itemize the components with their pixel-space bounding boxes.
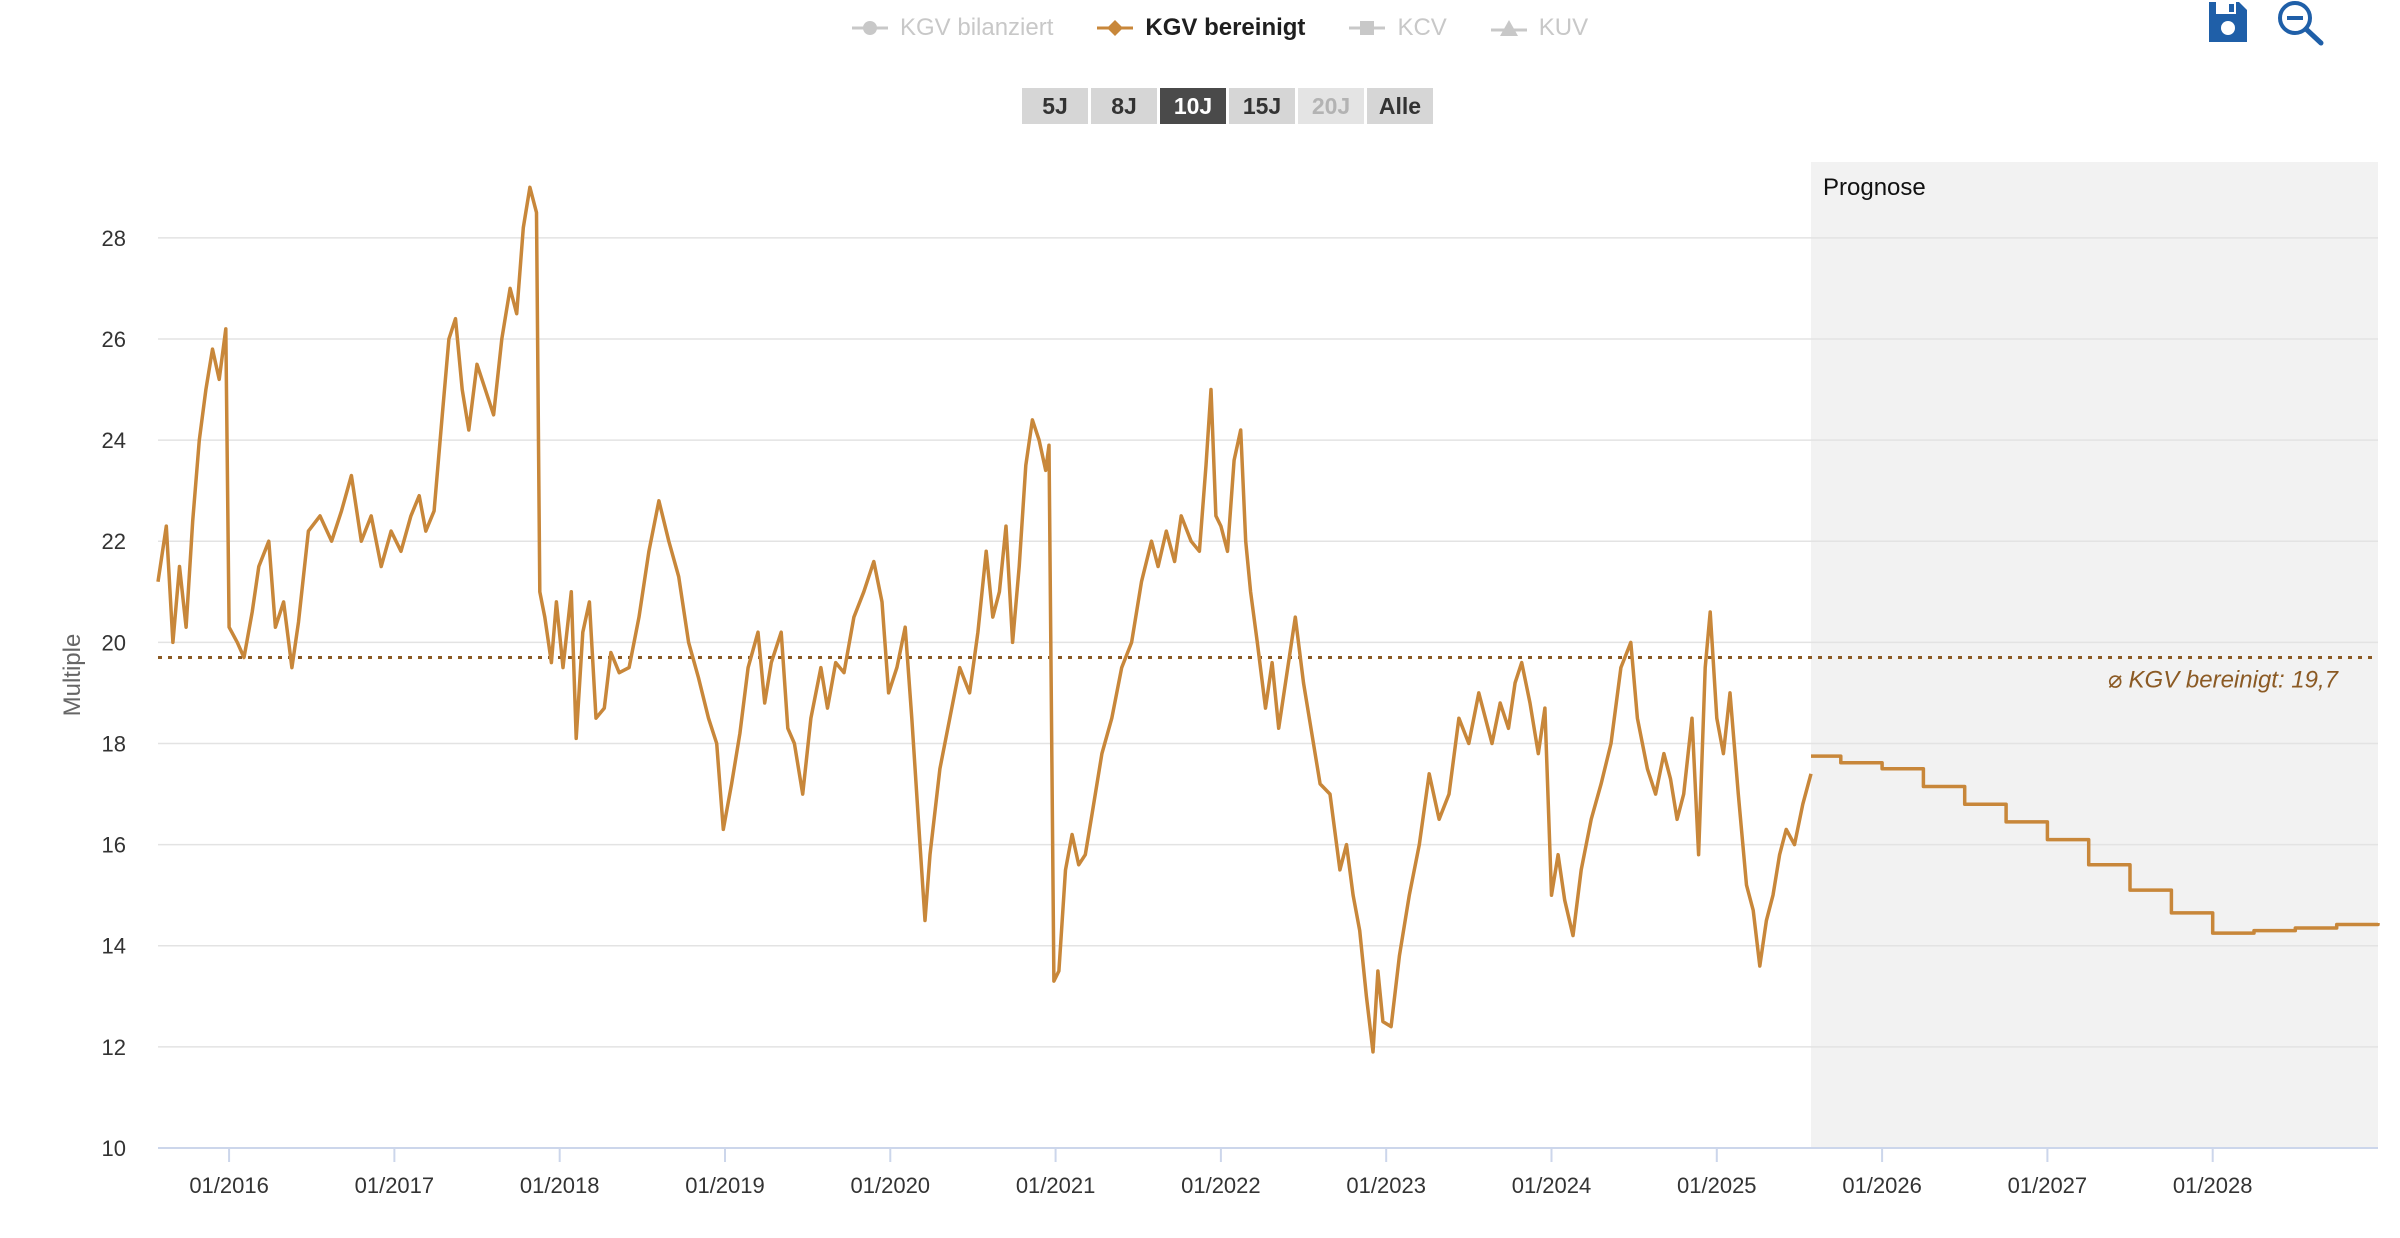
x-tick-label: 01/2024 bbox=[1512, 1173, 1592, 1198]
legend-item-kuv[interactable]: KUV bbox=[1489, 14, 1588, 42]
y-tick-label: 28 bbox=[102, 226, 126, 251]
y-tick-label: 16 bbox=[102, 833, 126, 858]
x-tick-label: 01/2025 bbox=[1677, 1173, 1757, 1198]
legend: KGV bilanziert KGV bereinigt KCV KUV bbox=[850, 12, 1588, 44]
y-tick-label: 20 bbox=[102, 630, 126, 655]
legend-item-kcv[interactable]: KCV bbox=[1347, 14, 1447, 42]
x-tick-label: 01/2026 bbox=[1842, 1173, 1922, 1198]
x-tick-label: 01/2027 bbox=[2008, 1173, 2088, 1198]
legend-item-kgv-bilanziert[interactable]: KGV bilanziert bbox=[850, 14, 1053, 42]
legend-label: KCV bbox=[1397, 14, 1447, 41]
range-button-10j[interactable]: 10J bbox=[1160, 88, 1226, 124]
circle-marker-icon bbox=[852, 21, 888, 35]
save-icon[interactable] bbox=[2205, 0, 2249, 44]
x-tick-label: 01/2017 bbox=[355, 1173, 435, 1198]
forecast-series-line bbox=[1811, 754, 2380, 935]
zoom-out-icon[interactable] bbox=[2275, 0, 2327, 46]
x-tick-label: 01/2022 bbox=[1181, 1173, 1261, 1198]
legend-label: KGV bereinigt bbox=[1145, 14, 1306, 41]
square-marker-icon bbox=[1349, 21, 1386, 35]
y-axis-title: Multiple bbox=[59, 634, 86, 717]
y-tick-label: 22 bbox=[102, 529, 126, 554]
legend-label: KGV bilanziert bbox=[900, 14, 1054, 41]
x-tick-label: 01/2016 bbox=[189, 1173, 269, 1198]
range-button-20j[interactable]: 20J bbox=[1298, 88, 1364, 124]
mean-label: ⌀ KGV bereinigt: 19,7 bbox=[2107, 667, 2339, 694]
triangle-marker-icon bbox=[1490, 20, 1527, 36]
y-tick-label: 26 bbox=[102, 327, 126, 352]
legend-label: KUV bbox=[1538, 14, 1589, 41]
forecast-label: Prognose bbox=[1823, 174, 1926, 201]
range-button-8j[interactable]: 8J bbox=[1091, 88, 1157, 124]
x-tick-label: 01/2023 bbox=[1346, 1173, 1426, 1198]
range-button-15j[interactable]: 15J bbox=[1229, 88, 1295, 124]
x-axis-ticks: 01/2016 01/2017 01/2018 01/2019 01/2020 01/20… bbox=[189, 1148, 2252, 1198]
x-tick-label: 01/2028 bbox=[2173, 1173, 2253, 1198]
y-tick-label: 12 bbox=[102, 1035, 126, 1060]
chart-toolbar bbox=[2205, 0, 2327, 46]
x-tick-label: 01/2020 bbox=[851, 1173, 931, 1198]
series-group bbox=[156, 185, 2380, 1054]
diamond-marker-icon bbox=[1097, 20, 1134, 36]
range-selector: 5J 8J 10J 15J 20J Alle bbox=[1022, 88, 1433, 124]
forecast-area bbox=[1811, 162, 2378, 1148]
range-button-5j[interactable]: 5J bbox=[1022, 88, 1088, 124]
y-tick-label: 18 bbox=[102, 731, 126, 756]
x-tick-label: 01/2019 bbox=[685, 1173, 765, 1198]
y-tick-label: 24 bbox=[102, 428, 126, 453]
grid-lines bbox=[158, 237, 2378, 1149]
x-tick-label: 01/2018 bbox=[520, 1173, 600, 1198]
x-tick-label: 01/2021 bbox=[1016, 1173, 1096, 1198]
range-button-alle[interactable]: Alle bbox=[1367, 88, 1433, 124]
kgv-bereinigt-series-line bbox=[156, 185, 1813, 1054]
y-axis-ticks: 10 12 14 16 18 20 22 24 26 28 bbox=[102, 226, 126, 1161]
y-tick-label: 10 bbox=[102, 1136, 126, 1161]
y-tick-label: 14 bbox=[102, 934, 126, 959]
legend-item-kgv-bereinigt[interactable]: KGV bereinigt bbox=[1095, 14, 1305, 42]
